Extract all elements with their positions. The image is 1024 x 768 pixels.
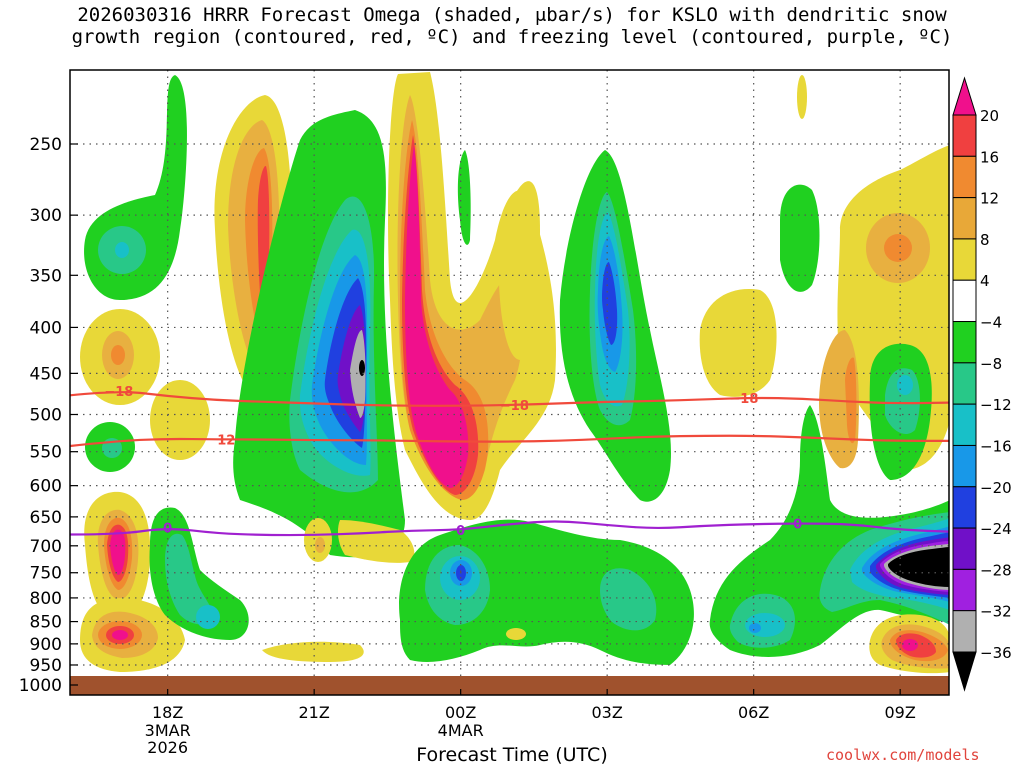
y-tick-label: 600 xyxy=(30,477,62,497)
credit-text: coolwx.com/models xyxy=(826,746,980,764)
omega-shade-rising-00z-low xyxy=(399,519,694,665)
y-tick-label: 1000 xyxy=(19,676,62,696)
y-tick-label: 650 xyxy=(30,508,62,528)
x-tick-label: 03Z xyxy=(592,703,623,722)
colorbar-bin xyxy=(952,197,977,240)
contour-label: 0 xyxy=(793,517,802,532)
colorbar-label: −8 xyxy=(980,355,1002,373)
colorbar-label: −20 xyxy=(980,479,1012,497)
colorbar-label: 12 xyxy=(980,190,999,208)
colorbar-label: −32 xyxy=(980,603,1012,621)
y-tick-label: 300 xyxy=(30,206,62,226)
contour-label: 0 xyxy=(163,522,172,537)
colorbar-label: 4 xyxy=(980,272,990,290)
contour-lines xyxy=(70,391,949,537)
x-tick-label: 06Z xyxy=(738,703,769,722)
colorbar-bin xyxy=(952,486,977,529)
colorbar-label: −28 xyxy=(980,561,1012,579)
colorbar-bin xyxy=(952,155,977,199)
x-tick-sublabel: 2026 xyxy=(147,738,188,757)
x-tick-label: 09Z xyxy=(885,703,916,722)
chart-title: 2026030316 HRRR Forecast Omega (shaded, … xyxy=(71,4,953,48)
omega-shade-rising-16z-upper xyxy=(84,75,187,300)
colorbar: 20 16 12 8 4 −4 −8 −12 −16 −20 −24 −28 −32 −36 xyxy=(952,76,1012,692)
contour-label: 0 xyxy=(456,524,465,539)
colorbar-label: −12 xyxy=(980,396,1012,414)
x-tick-label: 18Z xyxy=(152,703,183,722)
contour-dendritic-18c xyxy=(70,391,949,407)
colorbar-bin xyxy=(952,238,977,281)
x-tick-sublabel: 3MAR xyxy=(145,721,191,740)
contour-label: −18 xyxy=(500,399,529,414)
x-tick-label: 21Z xyxy=(299,703,330,722)
colorbar-bin xyxy=(952,444,977,488)
colorbar-label: −36 xyxy=(980,644,1012,662)
plot-frame xyxy=(69,69,950,696)
y-tick-label: 450 xyxy=(30,364,62,384)
omega-shade-sinking-17z-low xyxy=(84,491,151,620)
y-tick-label: 350 xyxy=(30,266,62,286)
colorbar-label: −4 xyxy=(980,314,1002,332)
colorbar-bin xyxy=(952,403,977,446)
omega-shade-rising-03z xyxy=(559,150,671,502)
omega-shade-right-misc xyxy=(699,75,949,480)
y-tick-label: 700 xyxy=(30,537,62,557)
colorbar-label: −16 xyxy=(980,437,1012,455)
colorbar-top-arrow xyxy=(952,76,977,116)
y-axis: 2503003504004505005506006507007508008509… xyxy=(19,135,78,696)
contour-labels: −18 −18 −18 12 0 0 0 xyxy=(104,385,802,539)
colorbar-label: −24 xyxy=(980,520,1012,538)
contour-label: 12 xyxy=(217,433,235,448)
y-tick-label: 950 xyxy=(30,656,62,676)
colorbar-bin xyxy=(952,568,977,612)
x-axis-label: Forecast Time (UTC) xyxy=(416,744,608,766)
colorbar-bin xyxy=(952,114,977,157)
y-tick-label: 550 xyxy=(30,443,62,463)
omega-shade-sinking-16z-lowest xyxy=(80,598,185,672)
omega-shade-sinking-01z-upper xyxy=(457,150,540,360)
y-tick-label: 900 xyxy=(30,635,62,655)
colorbar-bin xyxy=(952,610,977,653)
colorbar-bin xyxy=(952,279,977,323)
colorbar-bin xyxy=(952,321,977,364)
colorbar-label: 16 xyxy=(980,148,999,166)
y-tick-label: 850 xyxy=(30,613,62,633)
colorbar-label: 20 xyxy=(980,107,999,125)
colorbar-label: 8 xyxy=(980,231,990,249)
y-tick-label: 800 xyxy=(30,589,62,609)
y-tick-label: 250 xyxy=(30,135,62,155)
omega-shade-rising-09z-low xyxy=(709,405,949,657)
x-tick-sublabel: 4MAR xyxy=(438,721,484,740)
contour-dendritic-12c xyxy=(70,434,949,448)
x-tick-label: 00Z xyxy=(445,703,476,722)
omega-shade-rising-18z-low xyxy=(149,507,249,640)
contour-freezing-level-0c xyxy=(70,520,949,537)
colorbar-bottom-arrow xyxy=(952,651,977,692)
contour-label: −18 xyxy=(729,392,758,407)
y-tick-label: 750 xyxy=(30,564,62,584)
colorbar-bin xyxy=(952,362,977,405)
y-tick-label: 500 xyxy=(30,406,62,426)
y-tick-label: 400 xyxy=(30,318,62,338)
ground-strip xyxy=(70,676,949,695)
colorbar-bin xyxy=(952,527,977,570)
contour-label: −18 xyxy=(104,385,133,400)
